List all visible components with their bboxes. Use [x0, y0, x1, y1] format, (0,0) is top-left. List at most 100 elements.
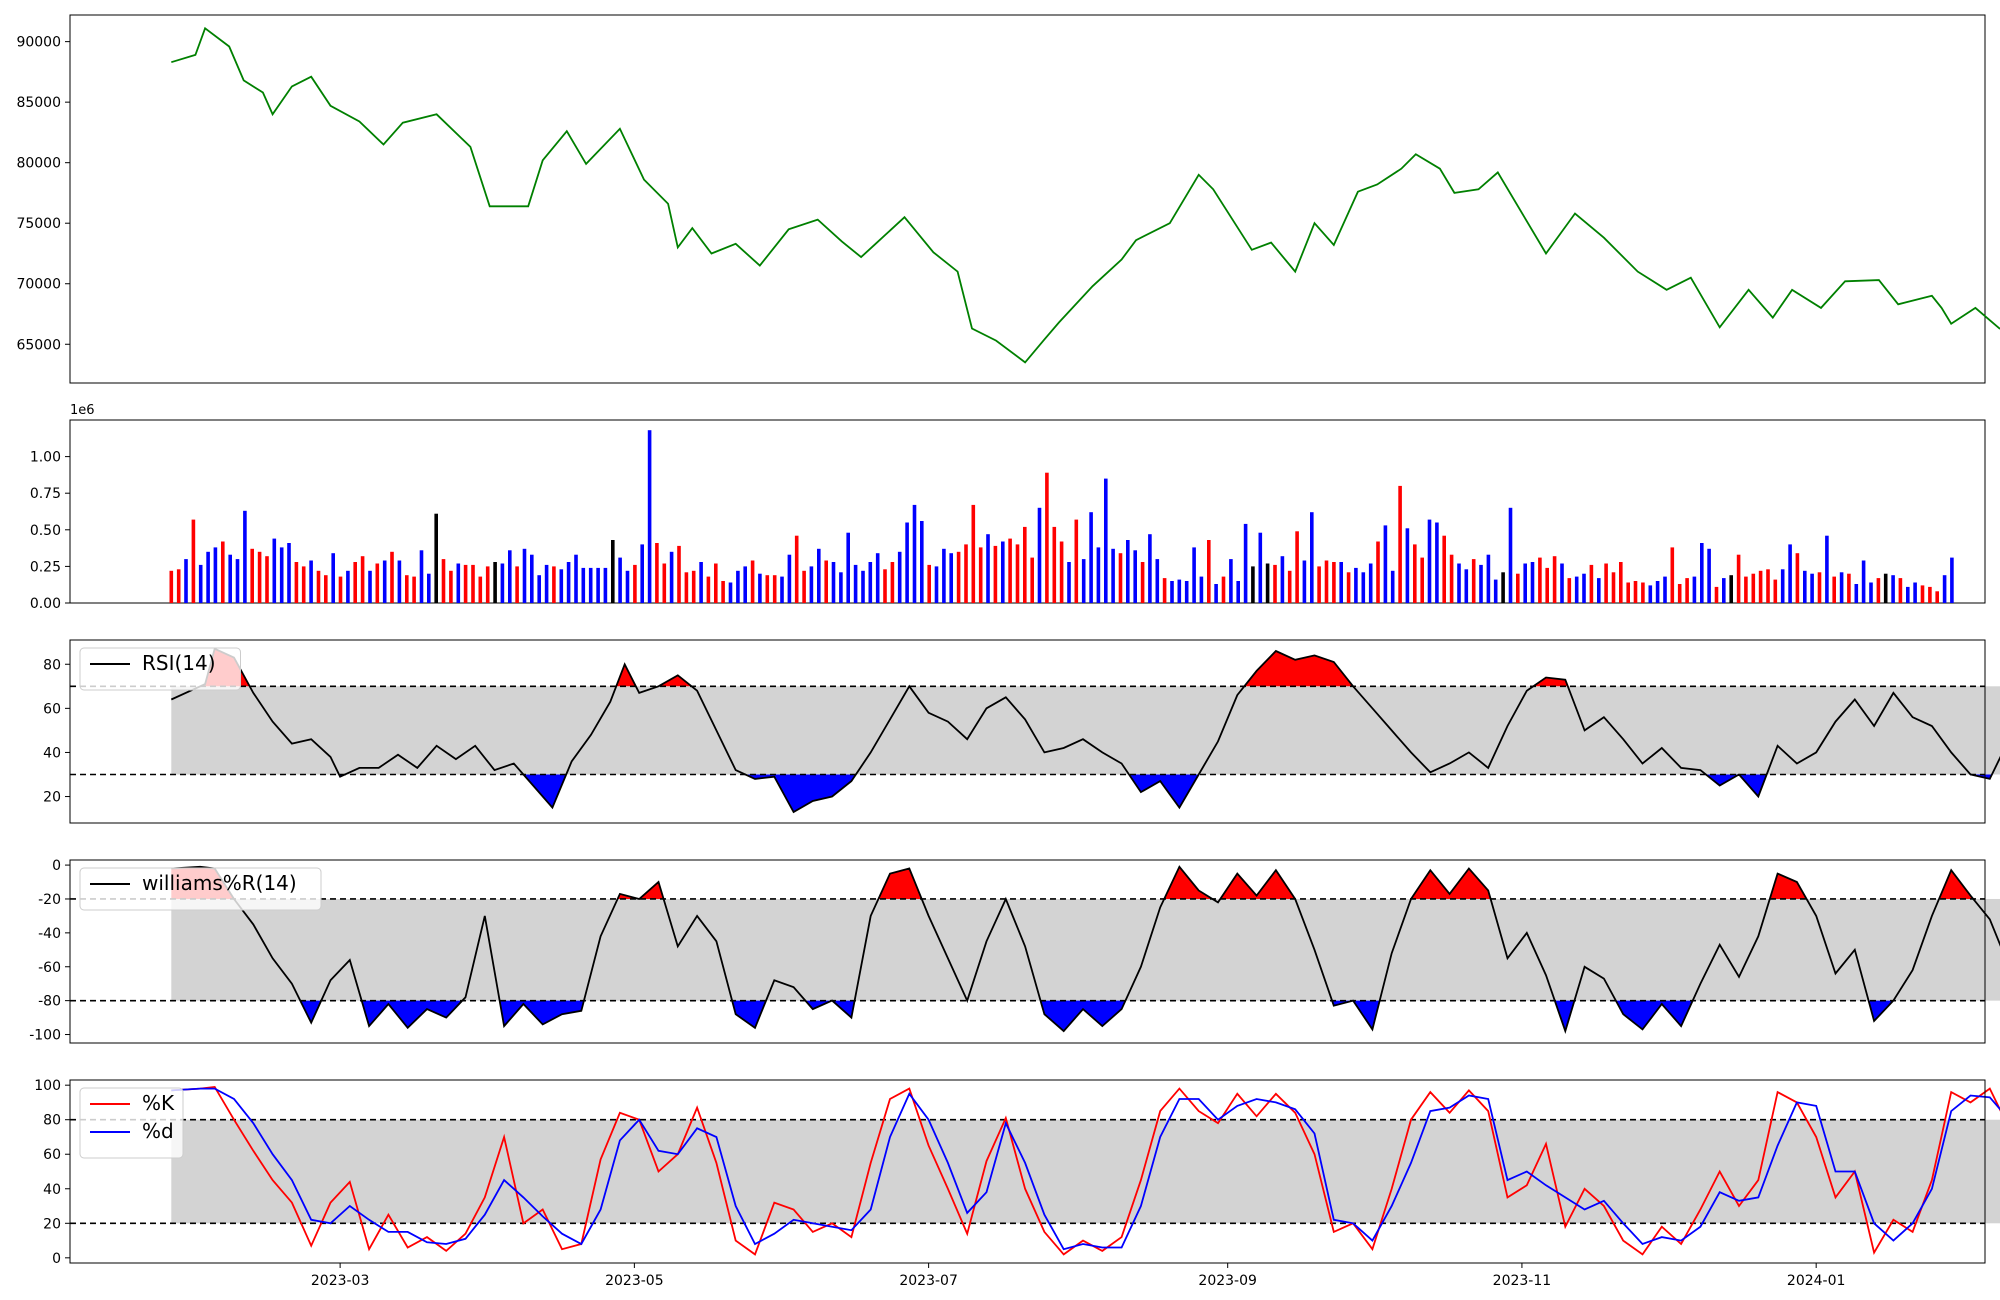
volume-bar [1059, 541, 1064, 603]
volume-bar [1788, 544, 1792, 603]
volume-bar [669, 551, 674, 603]
volume-bar [677, 545, 681, 603]
volume-bar [301, 566, 306, 603]
rsi-panel: 20 40 60 80 RSI(14) [43, 639, 2000, 824]
volume-bar [1854, 584, 1859, 603]
volume-bar [346, 570, 350, 603]
volume-bar [934, 566, 939, 603]
volume-bar [1898, 578, 1903, 603]
volume-bar [1574, 576, 1579, 603]
volume-bar [750, 560, 755, 603]
volume-bar [257, 551, 262, 603]
y-tick-label: 80000 [16, 156, 61, 172]
volume-bar [1810, 573, 1814, 603]
y-tick-label: 40 [43, 1182, 61, 1198]
volume-bar [1089, 512, 1093, 603]
overbought-fill [1411, 868, 1491, 899]
volume-bar [1795, 553, 1800, 603]
volume-bar [942, 548, 946, 603]
volume-bar [1839, 572, 1844, 603]
volume-bar [1214, 584, 1218, 603]
oversold-fill [1353, 1000, 1380, 1030]
volume-bar [213, 547, 218, 603]
x-tick-label: 2023-11 [1493, 1273, 1552, 1289]
volume-bar [920, 521, 924, 603]
volume-bar [1906, 586, 1910, 603]
volume-bar [1633, 581, 1638, 603]
volume-bar [890, 562, 895, 603]
volume-bar [1037, 507, 1042, 603]
volume-bar [1177, 579, 1182, 603]
y-tick-label: 90000 [16, 35, 61, 51]
volume-bar [1714, 586, 1719, 603]
price-panel: 65000 70000 75000 80000 85000 90000 [16, 14, 2000, 384]
volume-bar [1199, 576, 1204, 603]
volume-bar [853, 564, 858, 603]
volume-bar [1928, 586, 1932, 603]
volume-bar [1287, 570, 1292, 603]
overbought-fill [1769, 873, 1807, 899]
volume-bar [905, 522, 909, 603]
volume-bar [875, 553, 880, 603]
legend-label: %d [142, 1119, 174, 1143]
volume-bar [736, 570, 740, 603]
volume-bar [1891, 575, 1895, 603]
volume-bar [279, 547, 284, 603]
volume-bar [794, 535, 799, 603]
volume-bar [463, 564, 468, 603]
volume-bar [1052, 526, 1057, 603]
volume-bar [618, 557, 622, 603]
volume-bar [1457, 563, 1461, 603]
y-tick-label: 60 [43, 701, 61, 717]
volume-bar [824, 560, 828, 603]
volume-bar [1148, 534, 1152, 603]
volume-bar [331, 553, 335, 603]
volume-bar [471, 564, 475, 603]
volume-bar [1405, 528, 1410, 603]
volume-bar [522, 548, 527, 603]
volume-bar [419, 550, 424, 603]
volume-bar [338, 576, 343, 603]
legend-label: RSI(14) [142, 651, 216, 675]
volume-bar [1251, 566, 1255, 603]
band-fill [171, 1119, 2000, 1224]
volume-bar [1221, 576, 1226, 603]
volume-bar [581, 567, 586, 603]
volume-bar [169, 570, 174, 603]
volume-bar [1722, 578, 1726, 603]
overbought-fill [616, 664, 636, 687]
volume-bar [1501, 572, 1505, 603]
volume-bar [412, 576, 416, 603]
volume-bar [662, 563, 667, 603]
volume-bar [1170, 581, 1174, 603]
legend-box [79, 647, 241, 691]
volume-bar [1265, 563, 1270, 603]
oversold-fill [1868, 1000, 1894, 1021]
volume-bar [1803, 570, 1807, 603]
axes-frame [69, 419, 1986, 604]
volume-bar [956, 551, 961, 603]
legend-label: williams%R(14) [142, 871, 297, 895]
volume-bar [1030, 557, 1034, 603]
volume-bar [1398, 485, 1402, 603]
volume-bar [1626, 582, 1630, 603]
volume-bar [221, 541, 225, 603]
y-tick-label: 0.50 [30, 523, 61, 539]
y-tick-label: 0.00 [30, 596, 61, 612]
volume-bar [544, 564, 549, 603]
oversold-fill [361, 1000, 463, 1028]
volume-bar [706, 576, 711, 603]
y-tick-label: 0.25 [30, 559, 61, 575]
volume-bar [1869, 582, 1873, 603]
volume-bar [596, 567, 600, 603]
x-tick-label: 2023-03 [311, 1273, 370, 1289]
volume-bar [1427, 519, 1432, 603]
y-tick-label: -80 [38, 994, 61, 1010]
volume-bar [1685, 578, 1689, 603]
volume-bar [427, 573, 431, 603]
volume-bar [1111, 548, 1115, 603]
legend-label: %K [142, 1091, 175, 1115]
volume-bar [456, 563, 461, 603]
volume-bar [728, 582, 733, 603]
volume-bar [1545, 567, 1549, 603]
